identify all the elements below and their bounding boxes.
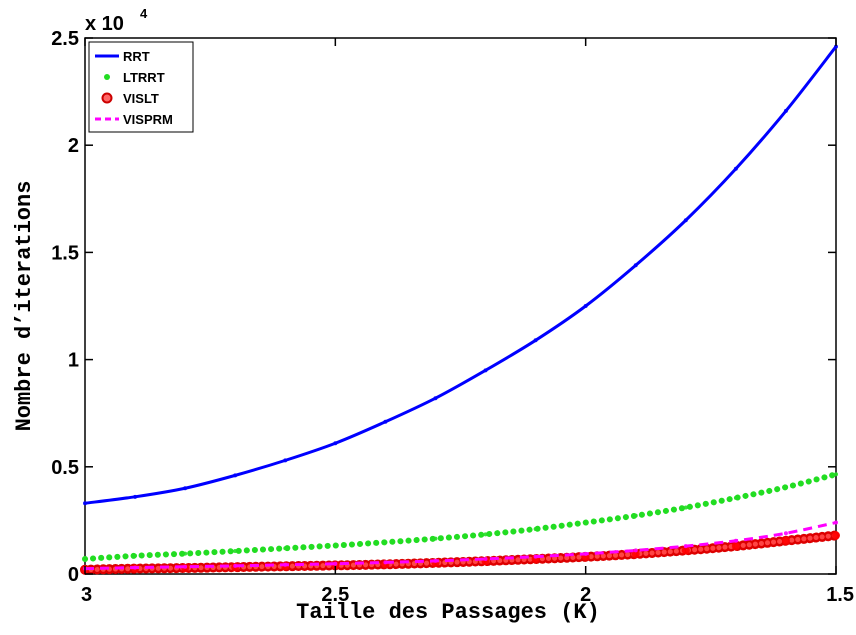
x-axis-label: Taille des Passages (K) [296,600,600,625]
data-point [283,458,288,463]
series-visprm [83,520,838,571]
data-point [333,441,338,446]
y-tick-label: 1.5 [51,242,79,264]
y-axis-label: Nombre d’iterations [12,181,37,432]
x-tick-label: 2 [580,584,591,606]
legend-item-vislt: VISLT [101,91,159,106]
x-tick-label: 2.5 [321,584,349,606]
y-tick-label: 1 [68,350,79,372]
data-point [733,166,738,171]
axes-frame [84,37,837,575]
series-rrt [83,44,838,506]
series-line-rrt [84,45,838,505]
data-point [583,304,588,308]
legend: RRT LTRRT VISLT VISPRM [88,41,194,133]
data-point [533,554,538,559]
data-point [683,505,688,510]
data-point [133,494,138,499]
data-point [533,338,538,343]
series-ltrrt [82,471,839,562]
legend-label: VISLT [123,91,159,106]
data-point [83,556,87,561]
data-point [233,473,238,478]
data-point [783,485,788,490]
data-point [283,546,288,551]
data-point [333,543,338,548]
data-point [183,486,188,491]
data-point [133,565,138,570]
legend-item-ltrrt: LTRRT [104,70,165,85]
y-tick-label: 2.5 [51,28,79,50]
data-point [383,560,388,565]
legend-item-visprm: VISPRM [95,112,173,127]
x-tick-label: 3 [81,584,92,606]
data-point [183,564,188,569]
data-point [483,532,488,537]
data-point [433,396,438,401]
data-point [333,561,338,566]
data-point [483,556,488,561]
data-point [834,520,838,525]
ticks-layer: 3 2.5 2 1.5 0 0.5 1 1.5 2 2.5 [51,28,854,606]
data-point [834,44,838,49]
data-point [433,558,438,563]
data-point [233,549,238,554]
data-point [834,472,838,477]
data-point [733,495,738,500]
data-point [781,536,790,545]
data-point [731,542,740,551]
data-point [433,536,438,541]
y-multiplier-exponent: 4 [140,6,148,21]
series-layer [80,44,841,575]
y-multiplier: x 10 4 [85,6,148,35]
data-point [383,419,388,424]
series-line-inner-vislt [82,532,839,573]
y-tick-label: 0 [68,564,79,586]
data-point [683,218,688,223]
legend-swatch [101,92,113,104]
x-tick-label: 1.5 [826,584,854,606]
data-point [633,548,638,553]
series-line-visprm [84,521,837,571]
data-point [483,368,488,373]
data-point [783,108,788,113]
data-point [683,544,688,549]
data-point [733,538,738,543]
data-point [233,563,238,568]
data-point [832,531,840,540]
data-point [681,546,690,555]
y-tick-label: 0.5 [51,457,79,479]
data-point [633,513,638,518]
y-multiplier-base: x 10 [85,13,124,35]
legend-label: LTRRT [123,70,165,85]
data-point [283,562,288,567]
legend-label: VISPRM [123,112,173,127]
data-point [533,526,538,531]
legend-swatch [104,74,110,80]
data-point [383,540,388,545]
legend-item-rrt: RRT [95,49,150,64]
data-point [783,531,788,536]
data-point [583,520,588,525]
series-line-ltrrt [82,471,839,562]
data-point [133,553,138,558]
data-point [583,551,588,556]
y-tick-label: 2 [68,135,79,157]
data-point [83,501,87,506]
legend-label: RRT [123,49,150,64]
plot-area: 3 2.5 2 1.5 0 0.5 1 1.5 2 2.5 [51,28,854,606]
data-point [183,551,188,556]
data-point [633,263,638,268]
